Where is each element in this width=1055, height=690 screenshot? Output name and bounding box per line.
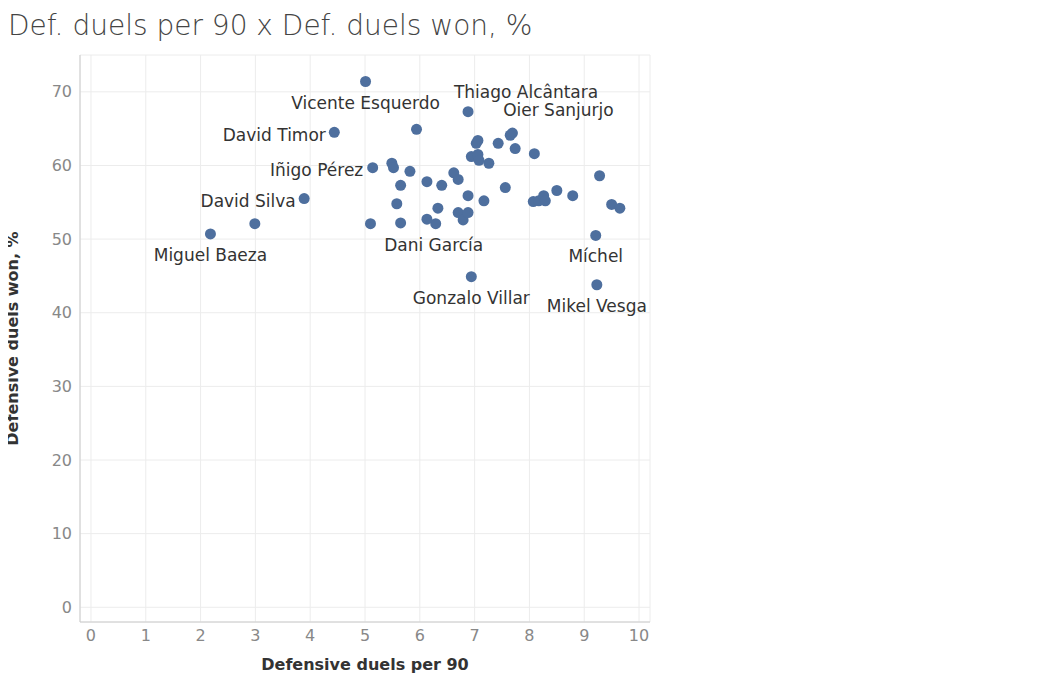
svg-text:2: 2 (195, 626, 205, 645)
svg-text:Vicente Esquerdo: Vicente Esquerdo (291, 93, 440, 113)
svg-text:10: 10 (52, 524, 72, 543)
svg-text:7: 7 (470, 626, 480, 645)
svg-text:Thiago Alcântara: Thiago Alcântara (453, 82, 598, 102)
svg-text:David Silva: David Silva (201, 191, 296, 211)
svg-text:4: 4 (305, 626, 315, 645)
svg-text:8: 8 (524, 626, 534, 645)
svg-text:Dani García: Dani García (384, 235, 483, 255)
svg-text:David Timor: David Timor (223, 125, 326, 145)
svg-text:30: 30 (52, 377, 72, 396)
svg-text:1: 1 (141, 626, 151, 645)
svg-text:9: 9 (579, 626, 589, 645)
html-text:Def. duels per 90 x Def. duels: Def. duels per 90 x Def. duels won, % (8, 9, 533, 42)
svg-text:6: 6 (415, 626, 425, 645)
svg-text:20: 20 (52, 451, 72, 470)
svg-text:Oier Sanjurjo: Oier Sanjurjo (503, 100, 614, 120)
svg-text:Defensive duels won, %: Defensive duels won, % (8, 231, 22, 445)
svg-text:60: 60 (52, 156, 72, 175)
svg-text:50: 50 (52, 230, 72, 249)
svg-text:Iñigo Pérez: Iñigo Pérez (270, 160, 363, 180)
svg-text:Miguel Baeza: Miguel Baeza (154, 245, 267, 265)
svg-text:0: 0 (62, 598, 72, 617)
svg-text:Gonzalo Villar: Gonzalo Villar (413, 288, 530, 308)
svg-text:0: 0 (86, 626, 96, 645)
svg-text:70: 70 (52, 82, 72, 101)
svg-text:Mikel Vesga: Mikel Vesga (547, 296, 647, 316)
svg-text:Míchel: Míchel (568, 246, 623, 266)
svg-text:5: 5 (360, 626, 370, 645)
svg-text:Defensive duels per 90: Defensive duels per 90 (261, 655, 469, 674)
svg-text:10: 10 (629, 626, 649, 645)
svg-text:3: 3 (250, 626, 260, 645)
svg-text:40: 40 (52, 303, 72, 322)
